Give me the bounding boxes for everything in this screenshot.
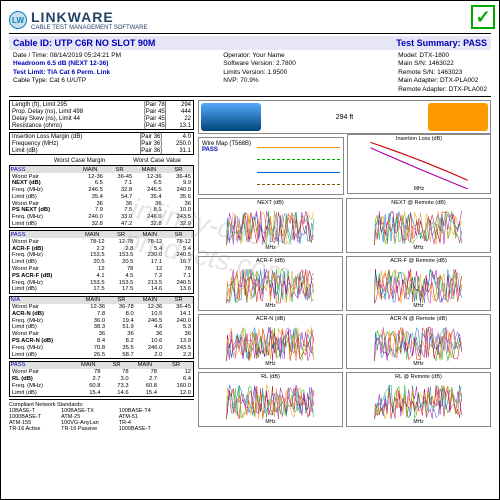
standards: Compliant Network Standards: 10BASE-T100…: [9, 399, 194, 432]
graph: RL @ Remote (dB)MHz: [346, 372, 491, 427]
header: LW LINKWARE CABLE TEST MANAGEMENT SOFTWA…: [9, 9, 491, 34]
info-panel: Date / Time: 08/14/2019 05:24:21 PM Head…: [9, 50, 491, 97]
sw-version: Software Version: 2.7800: [223, 60, 296, 68]
brand: LINKWARE: [31, 9, 147, 25]
margin-hdr-a: Worst Case Margin: [37, 158, 122, 164]
graph-insertion-loss: Insertion Loss (dB) MHz: [347, 134, 491, 194]
date-time: Date / Time: 08/14/2019 05:24:21 PM: [13, 52, 121, 60]
graph: ACR-N (dB)MHz: [198, 314, 343, 369]
main-adapter: Main Adapter: DTX-PLA002: [398, 77, 487, 85]
wiremap-pass: PASS: [202, 147, 251, 153]
remote-sn: Remote S/N: 1463023: [398, 69, 487, 77]
xaxis-label: MHz: [414, 186, 424, 192]
wiremap: Wire Map (T568B) PASS: [198, 137, 344, 195]
main-device-icon: [201, 103, 261, 131]
remote-adapter: Remote Adapter: DTX-PLA002: [398, 86, 487, 94]
graph-title: Insertion Loss (dB): [396, 136, 442, 142]
operator: Operator: Your Name: [223, 52, 296, 60]
cable-id: Cable ID: UTP C6R NO SLOT 90M: [13, 38, 155, 48]
graph: NEXT @ Remote (dB)MHz: [346, 198, 491, 253]
test-summary: Test Summary: PASS: [396, 38, 487, 48]
tagline: CABLE TEST MANAGEMENT SOFTWARE: [31, 25, 147, 31]
main-sn: Main S/N: 1463022: [398, 60, 487, 68]
cable-type: Cable Type: Cat 6 U/UTP: [13, 77, 121, 85]
graph: ACR-F (dB)MHz: [198, 256, 343, 311]
length-label: 294 ft: [265, 114, 424, 121]
graph: NEXT (dB)MHz: [198, 198, 343, 253]
nvp: NVP: 70.9%: [223, 77, 296, 85]
graph: ACR-F @ Remote (dB)MHz: [346, 256, 491, 311]
test-limit: Test Limit: TIA Cat 6 Perm. Link: [13, 69, 121, 77]
model: Model: DTX-1800: [398, 52, 487, 60]
ilm-table: Insertion Loss Margin (dB)[Pair 36]4.0Fr…: [10, 133, 193, 154]
pass-check-icon: ✓: [471, 5, 495, 29]
device-row: 294 ft: [198, 100, 491, 134]
headroom: Headroom 6.5 dB (NEXT 12-36): [13, 60, 121, 68]
length-table: Length (ft), Limit 295[Pair 78]294Prop. …: [10, 101, 193, 129]
limits-version: Limits Version: 1.9500: [223, 69, 296, 77]
id-row: Cable ID: UTP C6R NO SLOT 90M Test Summa…: [9, 36, 491, 50]
graph: ACR-N @ Remote (dB)MHz: [346, 314, 491, 369]
graph: RL (dB)MHz: [198, 372, 343, 427]
margin-hdr-b: Worst Case Value: [122, 158, 192, 164]
logo-icon: LW: [9, 11, 27, 29]
remote-device-icon: [428, 103, 488, 131]
